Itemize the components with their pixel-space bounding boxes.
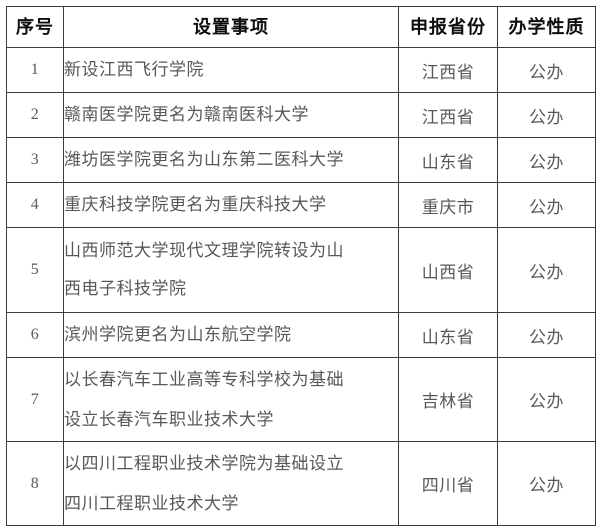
row-province-cell: 四川省 — [398, 441, 498, 526]
row-index-cell: 6 — [6, 312, 64, 358]
row-index-cell: 5 — [6, 227, 64, 313]
row-nature-cell: 公办 — [497, 441, 596, 526]
row-nature-cell: 公办 — [497, 227, 596, 313]
row-index-cell: 4 — [6, 182, 64, 228]
row-province-cell: 山西省 — [398, 227, 498, 313]
row-nature-cell: 公办 — [497, 137, 596, 183]
row-province-cell: 山东省 — [398, 137, 498, 183]
table-row: 5 山西师范大学现代文理学院转设为山 西电子科技学院 山西省 公办 — [6, 227, 596, 313]
column-header-index: 序号 — [6, 6, 64, 48]
setup-items-table: 序号 设置事项 申报省份 办学性质 1 新设江西飞行学院 江西省 公办 2 赣南… — [6, 6, 596, 526]
table-row: 4 重庆科技学院更名为重庆科技大学 重庆市 公办 — [6, 182, 596, 228]
row-item-line: 重庆科技学院更名为重庆科技大学 — [64, 195, 327, 214]
row-item-cell: 新设江西飞行学院 — [63, 47, 399, 93]
row-nature-cell: 公办 — [497, 47, 596, 93]
row-province-cell: 山东省 — [398, 312, 498, 358]
table-row: 7 以长春汽车工业高等专科学校为基础 设立长春汽车职业技术大学 吉林省 公办 — [6, 357, 596, 442]
row-item-cell: 以长春汽车工业高等专科学校为基础 设立长春汽车职业技术大学 — [63, 357, 399, 442]
row-item-line: 滨州学院更名为山东航空学院 — [64, 325, 292, 344]
row-nature-cell: 公办 — [497, 312, 596, 358]
column-header-prov: 申报省份 — [398, 6, 498, 48]
row-index-cell: 2 — [6, 92, 64, 138]
row-index-cell: 8 — [6, 441, 64, 526]
row-item-line: 四川工程职业技术大学 — [64, 493, 239, 513]
row-index-cell: 1 — [6, 47, 64, 93]
table-row: 6 滨州学院更名为山东航空学院 山东省 公办 — [6, 312, 596, 358]
column-header-nature: 办学性质 — [497, 6, 596, 48]
table-row: 3 潍坊医学院更名为山东第二医科大学 山东省 公办 — [6, 137, 596, 183]
row-index-cell: 7 — [6, 357, 64, 442]
row-item-cell: 滨州学院更名为山东航空学院 — [63, 312, 399, 358]
row-item-line: 新设江西飞行学院 — [64, 60, 204, 79]
row-item-line: 潍坊医学院更名为山东第二医科大学 — [64, 150, 344, 169]
row-item-cell: 重庆科技学院更名为重庆科技大学 — [63, 182, 399, 228]
row-item-line: 赣南医学院更名为赣南医科大学 — [64, 105, 309, 124]
table-header-row: 序号 设置事项 申报省份 办学性质 — [6, 6, 596, 48]
row-item-line: 设立长春汽车职业技术大学 — [64, 409, 274, 429]
table-row: 8 以四川工程职业技术学院为基础设立 四川工程职业技术大学 四川省 公办 — [6, 441, 596, 526]
row-index-cell: 3 — [6, 137, 64, 183]
row-province-cell: 重庆市 — [398, 182, 498, 228]
table-row: 2 赣南医学院更名为赣南医科大学 江西省 公办 — [6, 92, 596, 138]
row-item-cell: 赣南医学院更名为赣南医科大学 — [63, 92, 399, 138]
row-item-cell: 潍坊医学院更名为山东第二医科大学 — [63, 137, 399, 183]
row-item-cell: 以四川工程职业技术学院为基础设立 四川工程职业技术大学 — [63, 441, 399, 526]
row-nature-cell: 公办 — [497, 357, 596, 442]
table-row: 1 新设江西飞行学院 江西省 公办 — [6, 47, 596, 93]
row-province-cell: 吉林省 — [398, 357, 498, 442]
table-body: 1 新设江西飞行学院 江西省 公办 2 赣南医学院更名为赣南医科大学 江西省 公… — [6, 47, 596, 526]
row-item-line: 山西师范大学现代文理学院转设为山 — [64, 241, 344, 260]
row-item-line: 西电子科技学院 — [64, 279, 187, 298]
row-item-line: 以长春汽车工业高等专科学校为基础 — [64, 369, 344, 389]
row-item-cell: 山西师范大学现代文理学院转设为山 西电子科技学院 — [63, 227, 399, 313]
row-province-cell: 江西省 — [398, 92, 498, 138]
row-province-cell: 江西省 — [398, 47, 498, 93]
column-header-item: 设置事项 — [63, 6, 399, 48]
row-item-line: 以四川工程职业技术学院为基础设立 — [64, 453, 344, 473]
row-nature-cell: 公办 — [497, 92, 596, 138]
table-header: 序号 设置事项 申报省份 办学性质 — [6, 6, 596, 48]
row-nature-cell: 公办 — [497, 182, 596, 228]
